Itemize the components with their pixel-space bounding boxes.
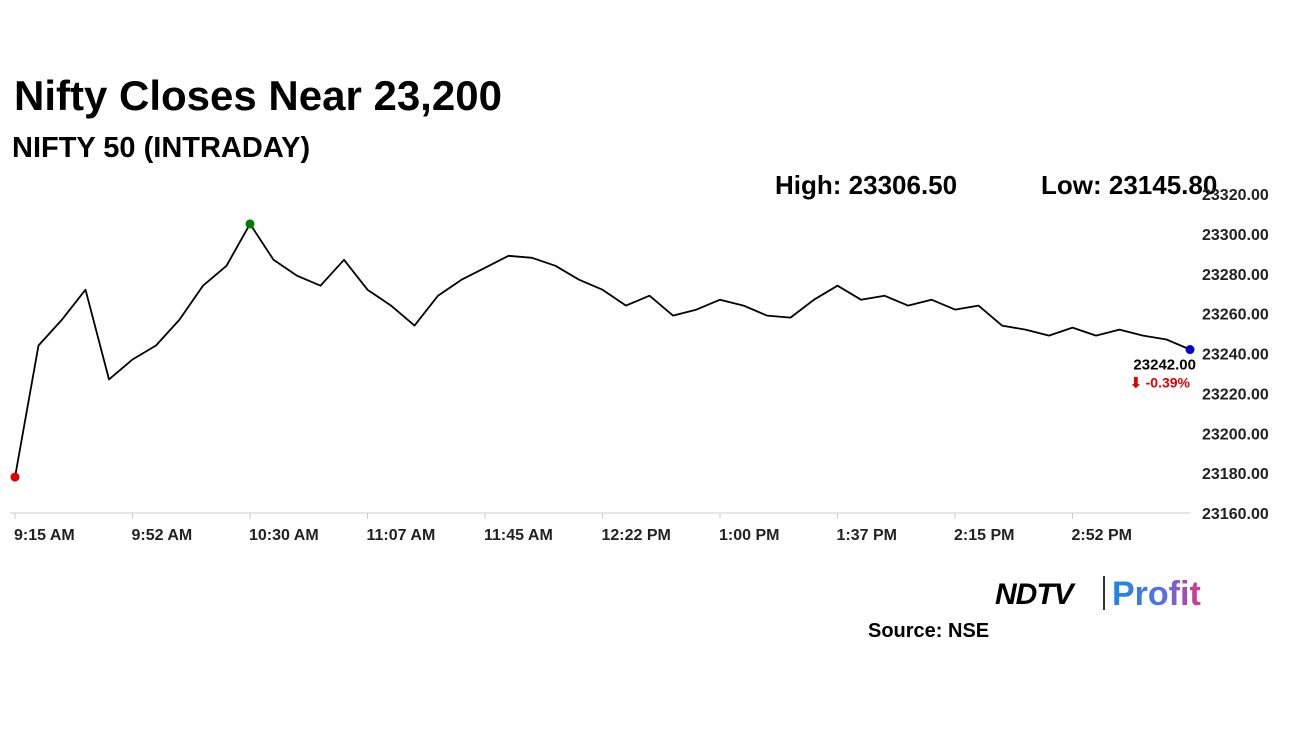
chart-title: Nifty Closes Near 23,200 <box>14 72 502 119</box>
x-tick-label: 1:00 PM <box>719 527 779 544</box>
high-label: High: 23306.50 <box>775 170 957 200</box>
y-tick-label: 23300.00 <box>1202 227 1269 244</box>
source: Source: NSE <box>868 620 989 642</box>
price-line <box>14 223 1191 478</box>
x-tick-label: 9:15 AM <box>14 527 75 544</box>
logo-ndtv: NDTV <box>995 578 1077 611</box>
y-tick-label: 23260.00 <box>1202 307 1269 324</box>
y-tick-label: 23220.00 <box>1202 386 1269 403</box>
x-tick-label: 9:52 AM <box>132 527 193 544</box>
point-marker <box>245 219 255 229</box>
y-tick-label: 23200.00 <box>1202 426 1269 443</box>
x-tick-label: 11:07 AM <box>367 527 436 544</box>
logo-profit: Profit <box>1112 575 1201 613</box>
change-label: ⬇ -0.39% <box>1130 375 1191 391</box>
y-tick-label: 23180.00 <box>1202 466 1269 483</box>
x-tick-label: 12:22 PM <box>602 527 671 544</box>
point-marker <box>1185 345 1195 355</box>
y-tick-label: 23160.00 <box>1202 506 1269 523</box>
x-tick-label: 10:30 AM <box>249 527 319 544</box>
x-tick-label: 2:52 PM <box>1072 527 1132 544</box>
x-tick-label: 2:15 PM <box>954 527 1014 544</box>
y-tick-label: 23280.00 <box>1202 267 1269 284</box>
x-tick-label: 11:45 AM <box>484 527 553 544</box>
low-label: Low: 23145.80 <box>1041 170 1217 200</box>
close-label: 23242.00 <box>1133 357 1196 374</box>
point-marker <box>10 472 20 482</box>
chart-subtitle: NIFTY 50 (INTRADAY) <box>12 132 310 164</box>
y-tick-label: 23240.00 <box>1202 347 1269 364</box>
x-tick-label: 1:37 PM <box>837 527 897 544</box>
y-tick-label: 23320.00 <box>1202 187 1269 204</box>
